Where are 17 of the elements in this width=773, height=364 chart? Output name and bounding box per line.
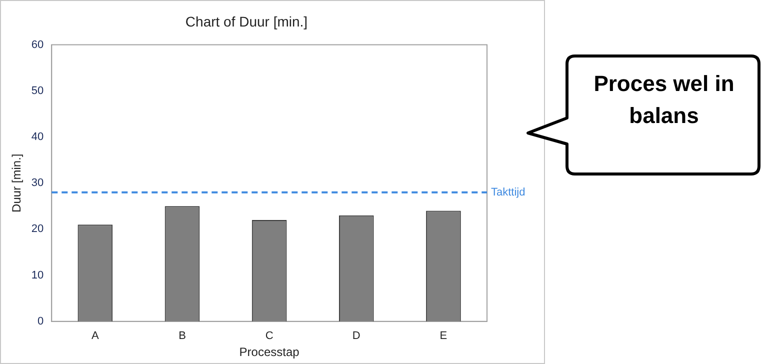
x-tick-label: B bbox=[178, 330, 186, 342]
text: Proces wel in balans bbox=[592, 70, 736, 130]
y-tick-label: 10 bbox=[31, 269, 44, 282]
x-tick-label: C bbox=[265, 330, 274, 342]
chart-title: Chart of Duur [min.] bbox=[185, 13, 308, 30]
y-tick-label: 30 bbox=[31, 177, 44, 190]
y-tick-label: 40 bbox=[31, 131, 44, 144]
y-axis-title: Duur [min.] bbox=[10, 154, 24, 212]
y-tick-label: 0 bbox=[38, 315, 44, 328]
x-tick-label: D bbox=[352, 330, 360, 342]
y-tick-label: 60 bbox=[31, 38, 44, 51]
x-tick-label: E bbox=[440, 330, 448, 342]
ref-line-label: Takttijd bbox=[491, 186, 526, 198]
x-tick-label: A bbox=[92, 330, 100, 342]
y-tick-label: 50 bbox=[31, 84, 44, 97]
x-axis-title: Processtap bbox=[239, 345, 300, 360]
y-tick-label: 20 bbox=[31, 223, 44, 236]
